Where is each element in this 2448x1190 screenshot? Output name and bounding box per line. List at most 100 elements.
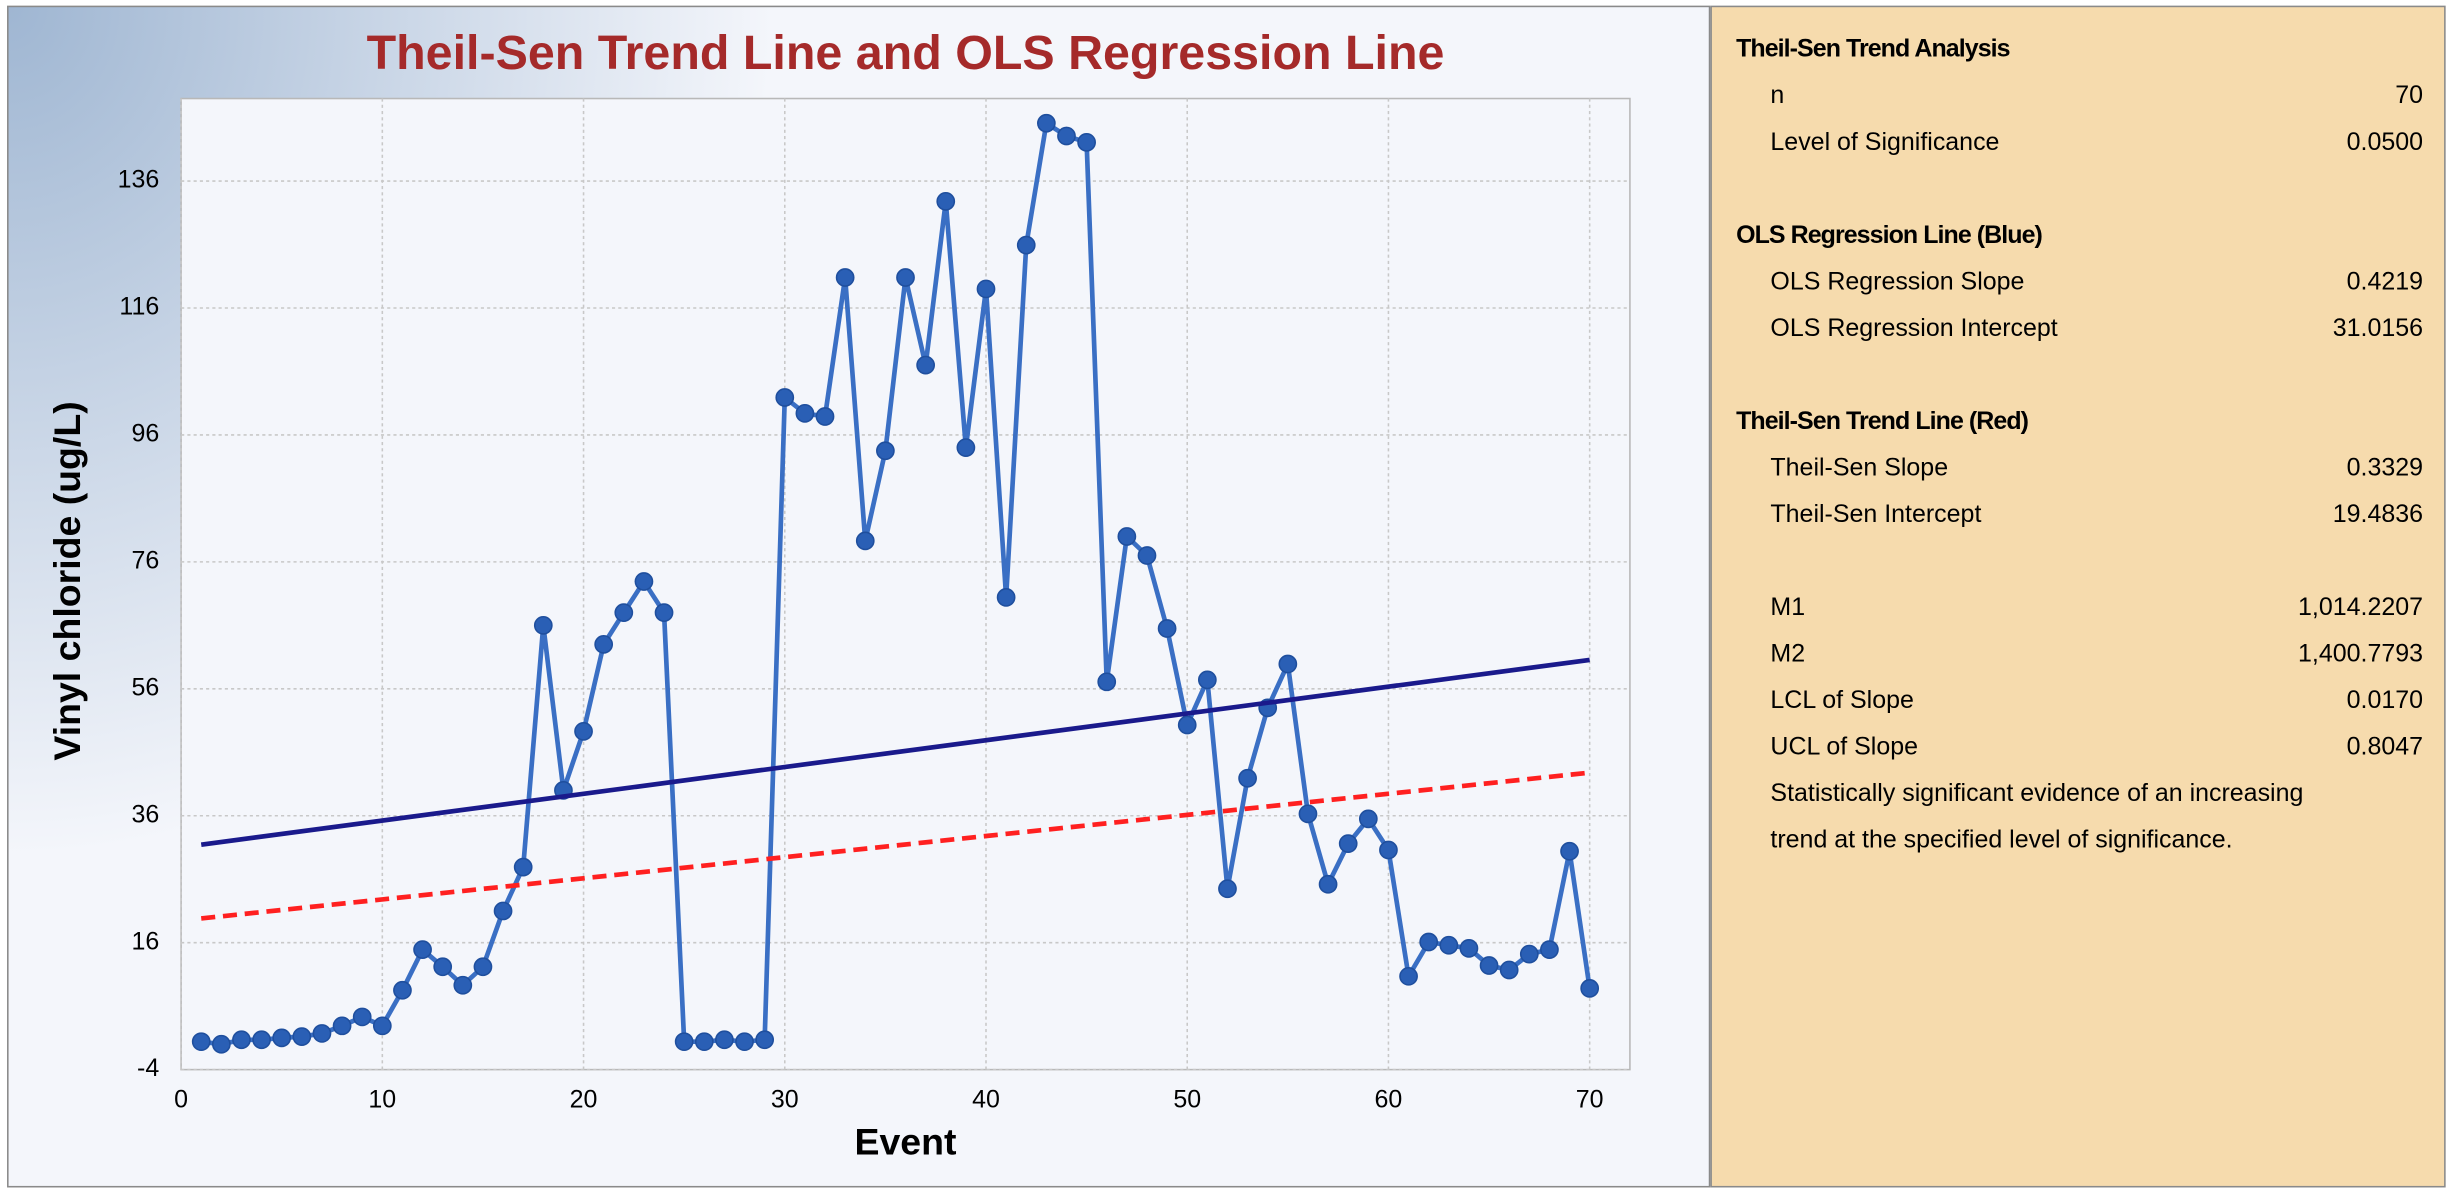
stat-note: Statistically significant evidence of an… (1770, 779, 2303, 807)
data-point (1117, 527, 1137, 546)
x-tick-label: 70 (1576, 1085, 1604, 1113)
data-point (1338, 834, 1358, 854)
data-point (876, 441, 895, 461)
data-point (1157, 619, 1177, 638)
stat-label: OLS Regression Intercept (1770, 314, 2057, 342)
data-point (614, 603, 634, 623)
x-tick-label: 50 (1173, 1085, 1201, 1113)
x-tick-label: 0 (174, 1085, 188, 1113)
data-point (372, 1016, 392, 1036)
data-point (1137, 546, 1157, 565)
data-point (594, 634, 614, 654)
data-point (956, 438, 976, 457)
data-point (1519, 944, 1539, 964)
y-tick-label: 116 (119, 293, 159, 321)
y-tick-label: -4 (137, 1054, 159, 1082)
stat-label: LCL of Slope (1770, 686, 1913, 714)
data-point (473, 957, 493, 977)
stat-value: 1,400.7793 (2298, 640, 2423, 668)
data-point (815, 407, 835, 426)
data-point (1097, 672, 1117, 692)
data-point (936, 191, 956, 211)
x-tick-label: 30 (771, 1085, 799, 1113)
data-point (191, 1032, 211, 1052)
data-point (795, 403, 815, 423)
data-point (1197, 670, 1217, 690)
data-point (513, 857, 533, 877)
stat-value: 19.4836 (2333, 500, 2423, 528)
plot-area (180, 97, 1631, 1071)
x-tick-label: 40 (972, 1085, 1000, 1113)
y-tick-label: 56 (131, 673, 159, 701)
stat-label: Theil-Sen Intercept (1770, 500, 1981, 528)
data-point (1580, 979, 1600, 998)
stat-value: 0.3329 (2347, 453, 2423, 481)
data-point (493, 901, 513, 921)
data-point (1439, 935, 1459, 955)
data-point (1499, 960, 1519, 980)
series-line (200, 770, 1590, 921)
data-point (896, 268, 915, 287)
data-point (916, 355, 936, 375)
data-point (1379, 840, 1398, 860)
data-point (996, 588, 1016, 607)
data-point (1479, 956, 1499, 975)
data-point (674, 1032, 694, 1052)
stat-value: 0.0500 (2347, 128, 2423, 156)
data-point (855, 531, 875, 551)
data-point (654, 603, 674, 623)
y-axis-label: Vinyl chloride (ug/L) (46, 401, 88, 760)
y-tick-label: 76 (131, 546, 159, 574)
x-tick-label: 60 (1375, 1085, 1403, 1113)
stats-panel (1710, 5, 2446, 1188)
data-point (211, 1034, 231, 1054)
chart-title: Theil-Sen Trend Line and OLS Regression … (367, 26, 1445, 80)
data-point (453, 975, 473, 995)
y-tick-label: 96 (131, 420, 159, 448)
stat-label: Theil-Sen Slope (1770, 453, 1948, 481)
data-point (533, 615, 553, 635)
data-point (634, 572, 654, 591)
data-point (1278, 654, 1298, 674)
section-title: Theil-Sen Trend Line (Red) (1736, 407, 2029, 435)
data-point (1177, 715, 1197, 735)
data-point (775, 388, 795, 407)
data-point (715, 1030, 734, 1050)
stat-label: n (1770, 81, 1784, 109)
data-point (1016, 235, 1036, 255)
y-tick-label: 36 (131, 800, 159, 828)
data-point (413, 940, 432, 960)
data-point (1238, 768, 1257, 788)
data-point (1057, 126, 1076, 146)
data-point (433, 957, 453, 977)
data-point (1358, 809, 1378, 829)
data-point (232, 1030, 251, 1050)
series-line (200, 119, 1592, 1047)
data-point (393, 980, 412, 1000)
x-axis-label: Event (855, 1120, 958, 1162)
data-point (735, 1032, 754, 1052)
stat-value: 31.0156 (2333, 314, 2423, 342)
x-tick-label: 10 (368, 1085, 396, 1113)
stat-label: Level of Significance (1770, 128, 1999, 156)
stat-label: OLS Regression Slope (1770, 267, 2024, 295)
data-point (1298, 804, 1318, 824)
data-point (332, 1016, 352, 1036)
y-tick-label: 136 (118, 166, 160, 194)
stat-label: M1 (1770, 593, 1805, 621)
data-point (252, 1030, 271, 1050)
data-point (352, 1007, 372, 1027)
y-tick-label: 16 (131, 927, 159, 955)
data-point (272, 1028, 292, 1048)
data-point (1077, 132, 1096, 152)
stat-value: 0.4219 (2347, 267, 2423, 295)
data-point (312, 1024, 332, 1043)
stat-value: 1,014.2207 (2298, 593, 2423, 621)
data-point (1540, 940, 1559, 960)
data-point (1560, 841, 1579, 861)
stat-value: 70 (2395, 81, 2423, 109)
data-point (1318, 874, 1338, 894)
data-point (835, 268, 855, 287)
stat-value: 0.0170 (2347, 686, 2423, 714)
data-point (1037, 113, 1056, 133)
